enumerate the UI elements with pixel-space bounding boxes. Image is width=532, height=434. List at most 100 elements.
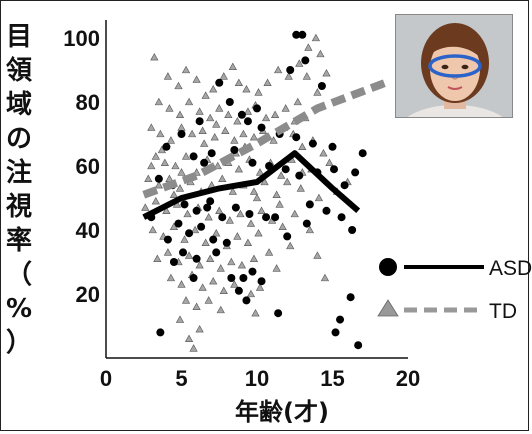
- td-point: [218, 174, 227, 182]
- td-point: [263, 78, 272, 86]
- td-point: [150, 52, 159, 61]
- asd-point: [322, 206, 331, 215]
- asd-point: [346, 293, 355, 302]
- asd-point: [197, 222, 206, 231]
- asd-point: [225, 98, 234, 106]
- asd-point: [212, 248, 221, 257]
- td-point: [195, 107, 204, 115]
- td-point: [243, 238, 253, 246]
- td-point: [255, 168, 265, 176]
- legend-asd-marker: [379, 258, 397, 276]
- asd-point: [336, 315, 345, 324]
- legend: ASD TD: [377, 257, 532, 323]
- td-point: [177, 280, 186, 288]
- td-point: [141, 203, 150, 211]
- legend-asd-label: ASD: [489, 257, 532, 280]
- td-point: [216, 264, 225, 272]
- asd-point: [283, 232, 292, 241]
- asd-point: [185, 229, 194, 238]
- td-point: [313, 251, 322, 259]
- td-point: [293, 97, 302, 106]
- asd-point: [179, 248, 188, 257]
- asd-point: [292, 30, 301, 39]
- td-point: [147, 123, 156, 131]
- asd-point: [317, 82, 326, 90]
- td-point: [156, 129, 165, 138]
- td-point: [233, 116, 242, 125]
- td-point: [151, 152, 160, 160]
- asd-point: [169, 258, 178, 266]
- td-point: [171, 161, 180, 170]
- td-point: [295, 59, 304, 67]
- td-point: [166, 136, 176, 144]
- td-point: [228, 62, 237, 70]
- td-point: [219, 286, 228, 294]
- asd-point: [189, 152, 198, 161]
- asd-point: [174, 219, 183, 228]
- td-point: [154, 97, 163, 106]
- asd-point: [340, 181, 349, 190]
- td-point: [147, 161, 156, 170]
- td-point: [305, 225, 314, 234]
- td-point: [177, 123, 186, 131]
- td-point: [216, 305, 225, 314]
- asd-point: [209, 235, 218, 244]
- td-point: [322, 68, 331, 77]
- y-tick-label: 60: [76, 154, 100, 179]
- td-point: [219, 72, 228, 80]
- td-point: [183, 209, 192, 218]
- asd-point: [281, 165, 290, 174]
- td-point: [204, 296, 213, 304]
- td-point: [212, 120, 221, 128]
- td-point: [184, 334, 194, 342]
- td-point: [254, 228, 263, 237]
- td-point: [215, 206, 224, 214]
- td-point: [181, 152, 191, 160]
- asd-point: [177, 130, 186, 138]
- td-point: [283, 177, 292, 186]
- td-point: [237, 260, 247, 269]
- td-point: [319, 148, 328, 157]
- y-tick-label: 20: [76, 282, 100, 307]
- asd-point: [231, 203, 240, 212]
- x-tick-label: 5: [175, 366, 187, 391]
- td-point: [313, 88, 322, 96]
- td-point: [236, 209, 245, 218]
- td-point: [272, 190, 281, 198]
- asd-point: [227, 274, 236, 282]
- face-with-eye-region-icon: [396, 15, 512, 117]
- asd-point: [248, 158, 257, 167]
- asd-point: [351, 168, 360, 177]
- td-point: [257, 206, 266, 214]
- td-point: [290, 209, 299, 218]
- td-point: [200, 139, 209, 147]
- td-point: [252, 193, 262, 202]
- x-axis-label: 年齢(才): [235, 398, 329, 426]
- asd-point: [156, 328, 165, 337]
- td-point: [163, 248, 173, 256]
- y-tick-label: 40: [76, 218, 100, 243]
- td-point: [175, 315, 185, 323]
- td-point: [212, 228, 221, 237]
- asd-point: [245, 210, 254, 218]
- asd-point: [222, 238, 231, 247]
- td-point: [286, 241, 295, 250]
- td-point: [213, 161, 222, 170]
- td-point: [275, 200, 284, 208]
- td-point: [184, 97, 194, 106]
- asd-point: [257, 123, 266, 132]
- td-point: [304, 43, 313, 51]
- td-point: [242, 84, 251, 93]
- td-point: [249, 132, 259, 141]
- eye-region-ellipse: [428, 54, 482, 78]
- asd-point: [274, 309, 283, 318]
- td-point: [198, 126, 207, 134]
- td-point: [269, 136, 278, 144]
- td-point: [174, 81, 183, 90]
- asd-point: [302, 219, 311, 228]
- asd-point: [328, 142, 337, 151]
- td-point: [225, 216, 234, 224]
- td-point: [210, 132, 219, 141]
- td-point: [204, 212, 213, 221]
- td-point: [209, 276, 218, 285]
